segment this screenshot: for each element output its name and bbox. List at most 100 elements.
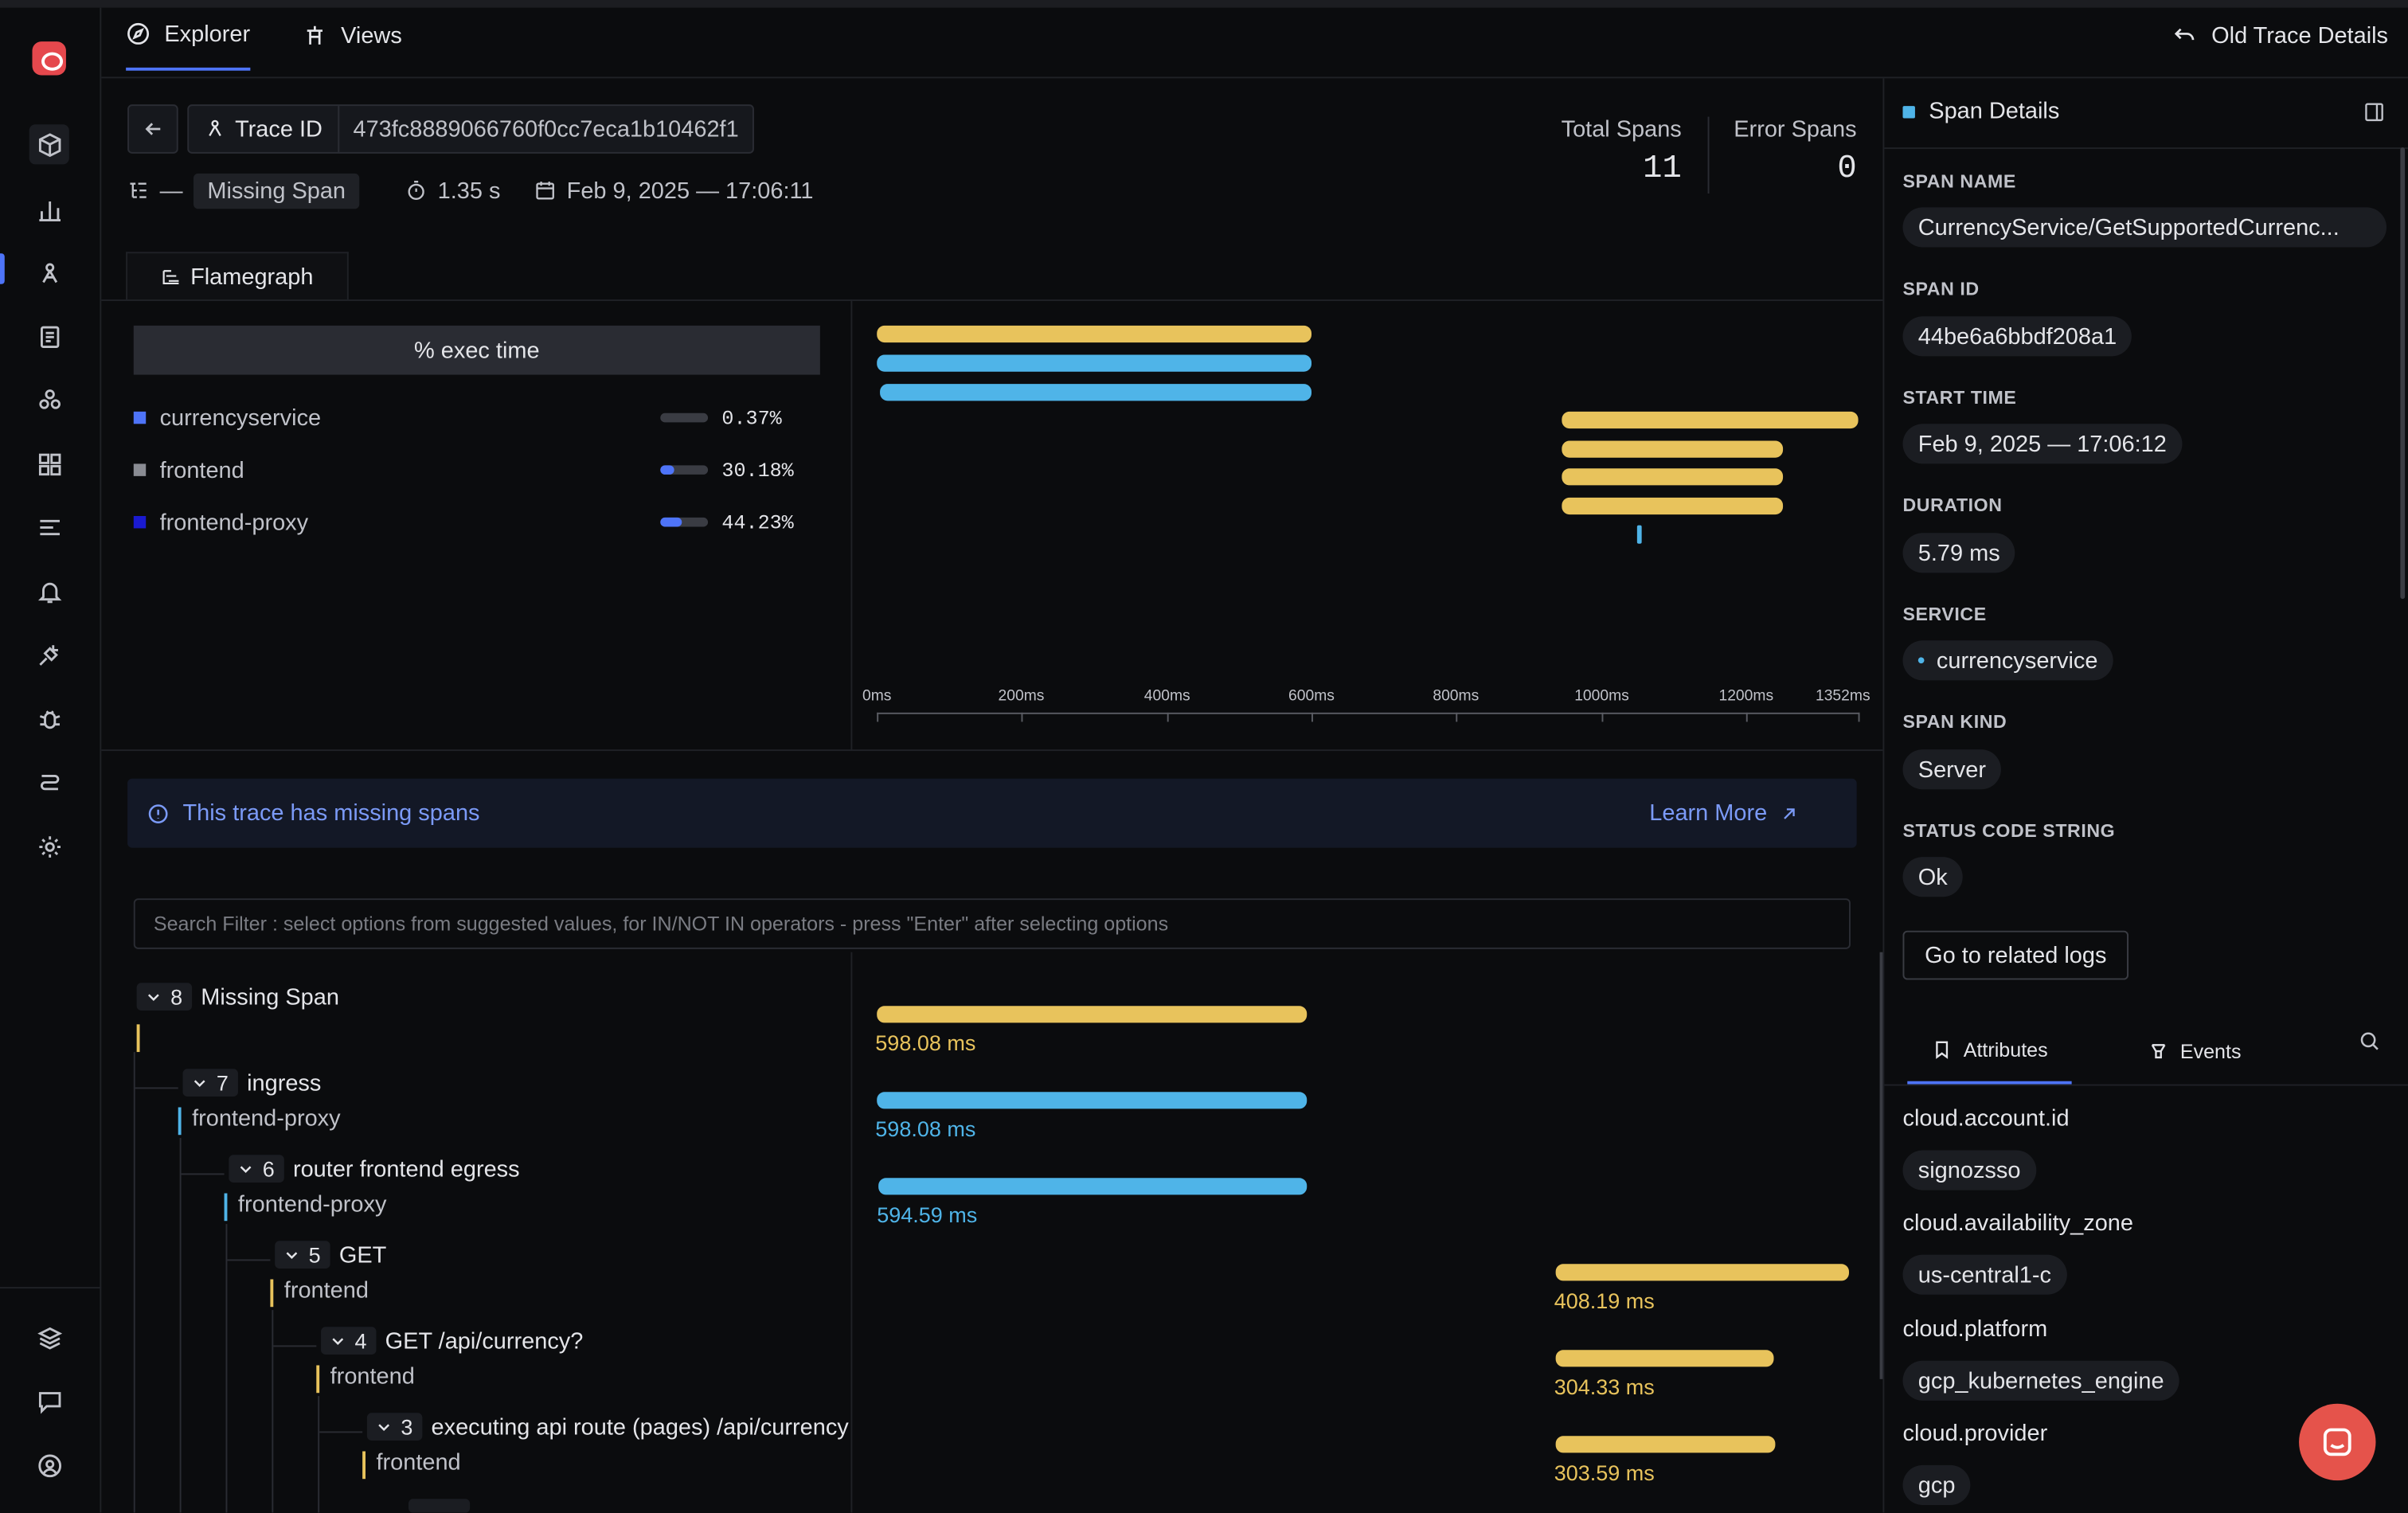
service-name: frontend — [159, 456, 244, 483]
services-chart-icon[interactable] — [29, 189, 69, 229]
feedback-chat-icon[interactable] — [29, 1381, 69, 1421]
app-logo[interactable] — [32, 41, 66, 76]
back-button[interactable] — [127, 104, 178, 154]
attribute-value[interactable]: signozsso — [1902, 1150, 2036, 1190]
axis-tick — [1745, 712, 1748, 722]
stat-divider — [1707, 116, 1710, 194]
expand-toggle[interactable]: 3 — [366, 1413, 422, 1441]
axis-tick-label: 0ms — [862, 687, 892, 706]
span-duration-label: 303.59 ms — [1554, 1460, 1655, 1485]
service-exec-row[interactable]: currencyservice 0.37% — [133, 401, 820, 434]
axis-tick-label: 800ms — [1433, 687, 1480, 706]
exec-time-fill — [660, 465, 675, 475]
flame-bar[interactable] — [1562, 497, 1784, 515]
exec-time-track — [660, 465, 709, 475]
attribute-value[interactable]: us-central1-c — [1902, 1254, 2067, 1295]
flame-bar[interactable] — [877, 354, 1312, 372]
tree-node[interactable]: 4 GET /api/currency? — [321, 1327, 583, 1355]
tree-guide — [319, 1431, 363, 1433]
trace-id-field[interactable]: Trace ID 473fc8889066760f0cc7eca1b10462f… — [187, 104, 754, 154]
tree-node[interactable]: 3 executing api route (pages) /api/curren… — [366, 1413, 849, 1441]
flame-bar[interactable] — [1562, 468, 1784, 486]
tab-explorer[interactable]: Explorer — [126, 0, 251, 71]
old-trace-details-label: Old Trace Details — [2211, 22, 2389, 49]
search-filter-input[interactable]: Search Filter : select options from sugg… — [133, 898, 1851, 949]
expand-toggle[interactable]: 4 — [321, 1327, 377, 1355]
panel-scrollbar[interactable] — [2400, 147, 2406, 600]
exceptions-bug-icon[interactable] — [29, 698, 69, 738]
tree-node[interactable]: 8 Missing Span — [136, 983, 339, 1011]
flame-bar[interactable] — [1636, 525, 1642, 544]
tab-attributes[interactable]: Attributes — [1907, 1017, 2072, 1085]
support-chat-button[interactable] — [2299, 1403, 2376, 1481]
span-duration-bar[interactable] — [877, 1006, 1308, 1023]
span-duration-bar[interactable] — [1555, 1350, 1774, 1367]
logs-icon[interactable] — [29, 316, 69, 356]
external-arrow-icon — [1783, 807, 1795, 819]
span-id-label: SPAN ID — [1902, 278, 1980, 300]
tree-node[interactable]: 7 ingress — [182, 1069, 321, 1097]
service-exec-row[interactable]: frontend 30.18% — [133, 453, 820, 487]
tab-views[interactable]: Views — [303, 0, 402, 71]
tree-guide — [135, 1087, 178, 1089]
old-trace-details-link[interactable]: Old Trace Details — [2173, 0, 2388, 71]
layers-icon[interactable] — [29, 1318, 69, 1358]
home-icon[interactable] — [29, 124, 69, 165]
service-name: currencyservice — [159, 405, 322, 431]
go-to-related-logs-button[interactable]: Go to related logs — [1902, 930, 2128, 980]
dashboards-icon[interactable] — [29, 444, 69, 483]
attribute-value[interactable]: gcp_kubernetes_engine — [1902, 1360, 2179, 1401]
axis-tick-label: 1352ms — [1815, 687, 1870, 706]
total-spans-stat: Total Spans 11 — [1543, 117, 1682, 188]
tab-explorer-label: Explorer — [164, 21, 251, 47]
expand-toggle[interactable]: 5 — [275, 1241, 330, 1269]
expand-toggle[interactable]: 7 — [182, 1069, 238, 1097]
attribute-search-icon[interactable] — [2359, 1030, 2380, 1060]
span-kind-label: SPAN KIND — [1902, 710, 2007, 733]
span-duration-bar[interactable] — [877, 1092, 1308, 1109]
chevron-down-icon — [286, 1252, 298, 1259]
service-exec-row[interactable]: frontend-proxy 44.23% — [133, 505, 820, 538]
flame-bar[interactable] — [1562, 440, 1784, 458]
flame-bar[interactable] — [1562, 411, 1859, 429]
span-duration-bar[interactable] — [1555, 1436, 1776, 1453]
tree-guide — [181, 1173, 225, 1175]
attribute-value[interactable]: gcp — [1902, 1464, 1971, 1505]
span-duration-bar[interactable] — [878, 1178, 1308, 1195]
flame-bar[interactable] — [877, 325, 1312, 343]
root-span-chip: Missing Span — [193, 172, 360, 209]
traces-icon[interactable] — [29, 253, 69, 293]
axis-tick-label: 1200ms — [1718, 687, 1774, 706]
alerts-bell-icon[interactable] — [29, 571, 69, 611]
tree-node[interactable]: 5 GET — [275, 1241, 386, 1269]
attribute-key: cloud.availability_zone — [1902, 1210, 2133, 1237]
collapse-panel-icon[interactable] — [2363, 101, 2385, 131]
exec-time-percent: 30.18% — [721, 458, 794, 482]
tree-scrollbar[interactable] — [1879, 952, 1883, 1379]
child-count: 7 — [216, 1070, 229, 1096]
trace-icon — [209, 119, 221, 137]
chevron-down-icon — [378, 1424, 390, 1431]
tab-flamegraph[interactable]: Flamegraph — [126, 252, 349, 301]
flame-bar[interactable] — [880, 384, 1312, 401]
infrastructure-icon[interactable] — [29, 379, 69, 419]
pipelines-icon[interactable] — [29, 762, 69, 802]
expand-toggle[interactable]: 6 — [229, 1155, 284, 1183]
trace-id-label-box: Trace ID — [189, 106, 340, 152]
messaging-queues-icon[interactable] — [29, 506, 69, 546]
tree-node[interactable]: 6 router frontend egress — [229, 1155, 520, 1183]
integrations-plug-icon[interactable] — [29, 634, 69, 674]
expand-toggle[interactable]: 8 — [136, 983, 192, 1011]
root-dash: — — [159, 177, 183, 204]
child-count: 5 — [308, 1242, 321, 1268]
settings-gear-icon[interactable] — [29, 827, 69, 866]
learn-more-link[interactable]: Learn More — [1649, 800, 1798, 827]
axis-tick — [1311, 712, 1313, 722]
user-profile-icon[interactable] — [29, 1445, 69, 1485]
learn-more-label: Learn More — [1649, 800, 1768, 827]
tab-events[interactable]: Events — [2133, 1017, 2256, 1085]
service-dot — [1917, 657, 1925, 664]
span-duration-bar[interactable] — [1555, 1264, 1849, 1281]
attribute-key: cloud.platform — [1902, 1316, 2048, 1343]
span-details-panel — [1882, 78, 2408, 1513]
